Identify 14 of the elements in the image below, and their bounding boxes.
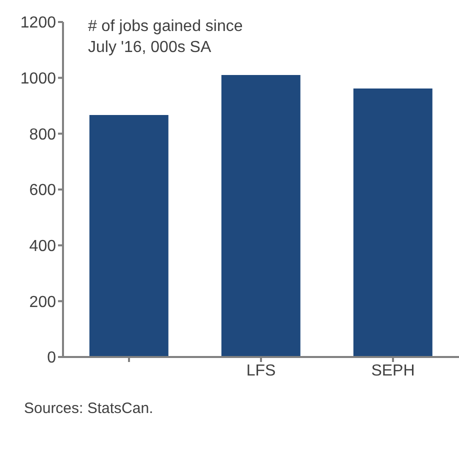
chart-title: # of jobs gained since July '16, 000s SA — [88, 17, 243, 58]
y-tick-label: 1200 — [20, 14, 56, 32]
source-note: Sources: StatsCan. — [24, 400, 154, 417]
x-tick-label: LFS — [246, 362, 276, 380]
y-tick-label: 0 — [47, 350, 56, 367]
y-tick-label: 200 — [29, 294, 56, 311]
y-tick-label: 600 — [29, 182, 56, 200]
y-tick-label: 800 — [29, 126, 56, 144]
bar — [353, 88, 432, 357]
bar — [221, 75, 300, 357]
y-tick-label: 400 — [29, 238, 56, 256]
bar — [89, 114, 168, 357]
x-tick-label: SEPH — [371, 362, 415, 380]
y-tick-label: 1000 — [20, 70, 56, 88]
